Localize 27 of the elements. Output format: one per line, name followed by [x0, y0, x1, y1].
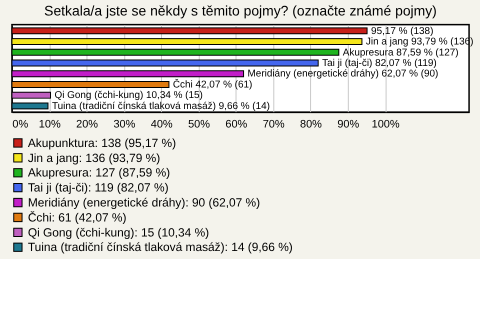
data-label: Qi Gong (čchi-kung) 10,34 % (15)	[54, 90, 203, 102]
data-label: Tuina (tradiční čínská tlaková masáž) 9,66 % (14)	[52, 100, 270, 112]
legend-label: Akupunktura: 138 (95,17 %)	[28, 136, 176, 150]
legend-label: Meridiány (energetické dráhy): 90 (62,07 %)	[28, 196, 260, 210]
x-tick-label: 10%	[38, 118, 61, 131]
x-tick-label: 50%	[188, 118, 210, 131]
legend-label: Čchi: 61 (42,07 %)	[28, 210, 126, 224]
x-tick-label: 60%	[225, 118, 248, 131]
data-label: Akupresura 87,59 % (127)	[342, 47, 459, 58]
legend-label: Tai ji (taj-či): 119 (82,07 %)	[28, 180, 169, 195]
legend-label: Qi Gong (čchi-kung): 15 (10,34 %)	[28, 225, 210, 240]
data-label: Tai ji (taj-či) 82,07 % (119)	[322, 58, 437, 69]
legend-label: Jin a jang: 136 (93,79 %)	[28, 150, 160, 165]
legend-label: Akupresura: 127 (87,59 %)	[28, 166, 170, 180]
x-tick-label: 0%	[12, 118, 28, 131]
chart-title: Setkala/a jste se někdy s těmito pojmy? (označte známé pojmy)	[44, 2, 437, 19]
x-tick-label: 70%	[262, 118, 285, 131]
x-tick-label: 90%	[337, 118, 360, 131]
data-label: Čchi 42,07 % (61)	[172, 78, 252, 90]
x-tick-label: 30%	[113, 118, 136, 131]
x-tick-label: 80%	[300, 118, 322, 131]
legend-label: Tuina (tradiční čínská tlaková masáž): 14 (9,66 %)	[28, 240, 293, 254]
x-tick-label: 20%	[76, 118, 98, 131]
x-tick-label: 40%	[150, 118, 173, 131]
x-tick-label: 100%	[372, 118, 400, 131]
data-label: Meridiány (energetické dráhy) 62,07 % (90)	[248, 68, 438, 80]
data-label: 95,17 % (138)	[371, 26, 434, 37]
